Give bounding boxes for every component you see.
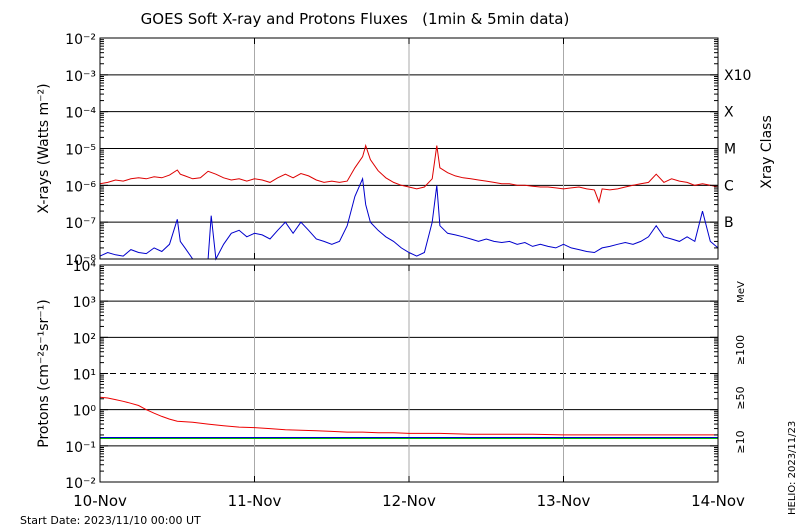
x-tick-label: 14-Nov bbox=[691, 492, 745, 510]
proton-panel: 10⁻² 10⁻¹ 10⁰ 10¹ 10² 10³ 10⁴ Protons (cm⁻²s⁻¹s… bbox=[36, 259, 747, 510]
y-axis-label: Protons (cm⁻²s⁻¹sr⁻¹) bbox=[36, 299, 52, 448]
xray-class-axis-label: Xray Class bbox=[759, 115, 775, 189]
xray-panel: 10⁻⁸ 10⁻⁷ 10⁻⁶ 10⁻⁵ 10⁻⁴ 10⁻³ 10⁻² X-rays (Watt… bbox=[36, 32, 775, 269]
xray-class-label: X10 bbox=[724, 68, 751, 84]
series-1-p10 bbox=[99, 396, 718, 436]
y-tick-label: 10⁻⁴ bbox=[65, 106, 96, 122]
y-tick-label: 10⁻⁵ bbox=[65, 143, 96, 159]
mev-unit-label: MeV bbox=[736, 281, 747, 303]
x-tick-label: 12-Nov bbox=[382, 492, 436, 510]
legend-p10: ≥10 bbox=[734, 430, 747, 453]
y-tick-label: 10⁴ bbox=[73, 259, 97, 275]
legend-p50: ≥50 bbox=[734, 386, 747, 409]
xray-class-label: X bbox=[724, 105, 734, 121]
y-tick-label: 10³ bbox=[73, 295, 96, 311]
y-tick-label: 10⁻³ bbox=[65, 69, 96, 85]
y-tick-label: 10⁰ bbox=[73, 404, 97, 420]
y-tick-label: 10⁻² bbox=[65, 476, 96, 492]
y-tick-label: 10⁻⁷ bbox=[65, 216, 96, 232]
y-tick-label: 10⁻⁸ bbox=[65, 253, 96, 269]
series-0-long bbox=[99, 143, 719, 204]
chart-title: GOES Soft X-ray and Protons Fluxes (1min… bbox=[141, 10, 570, 28]
y-tick-label: 10⁻² bbox=[65, 32, 96, 48]
y-tick-label: 10² bbox=[73, 331, 96, 347]
x-tick-label: 10-Nov bbox=[73, 492, 127, 510]
xray-class-label: M bbox=[724, 142, 736, 158]
y-axis-label: X-rays (Watts m⁻²) bbox=[36, 83, 52, 213]
start-date-label: Start Date: 2023/11/10 00:00 UT bbox=[20, 514, 201, 527]
x-tick-label: 13-Nov bbox=[537, 492, 591, 510]
xray-class-label: B bbox=[724, 215, 734, 231]
xray-class-label: C bbox=[724, 178, 734, 194]
legend-p100: ≥100 bbox=[734, 335, 747, 365]
y-tick-label: 10⁻⁶ bbox=[65, 179, 96, 195]
y-tick-label: 10⁻¹ bbox=[65, 440, 96, 456]
x-tick-label: 11-Nov bbox=[228, 492, 282, 510]
credit-label: HELIO: 2023/11/23 bbox=[787, 421, 798, 515]
y-tick-label: 10¹ bbox=[73, 368, 96, 384]
